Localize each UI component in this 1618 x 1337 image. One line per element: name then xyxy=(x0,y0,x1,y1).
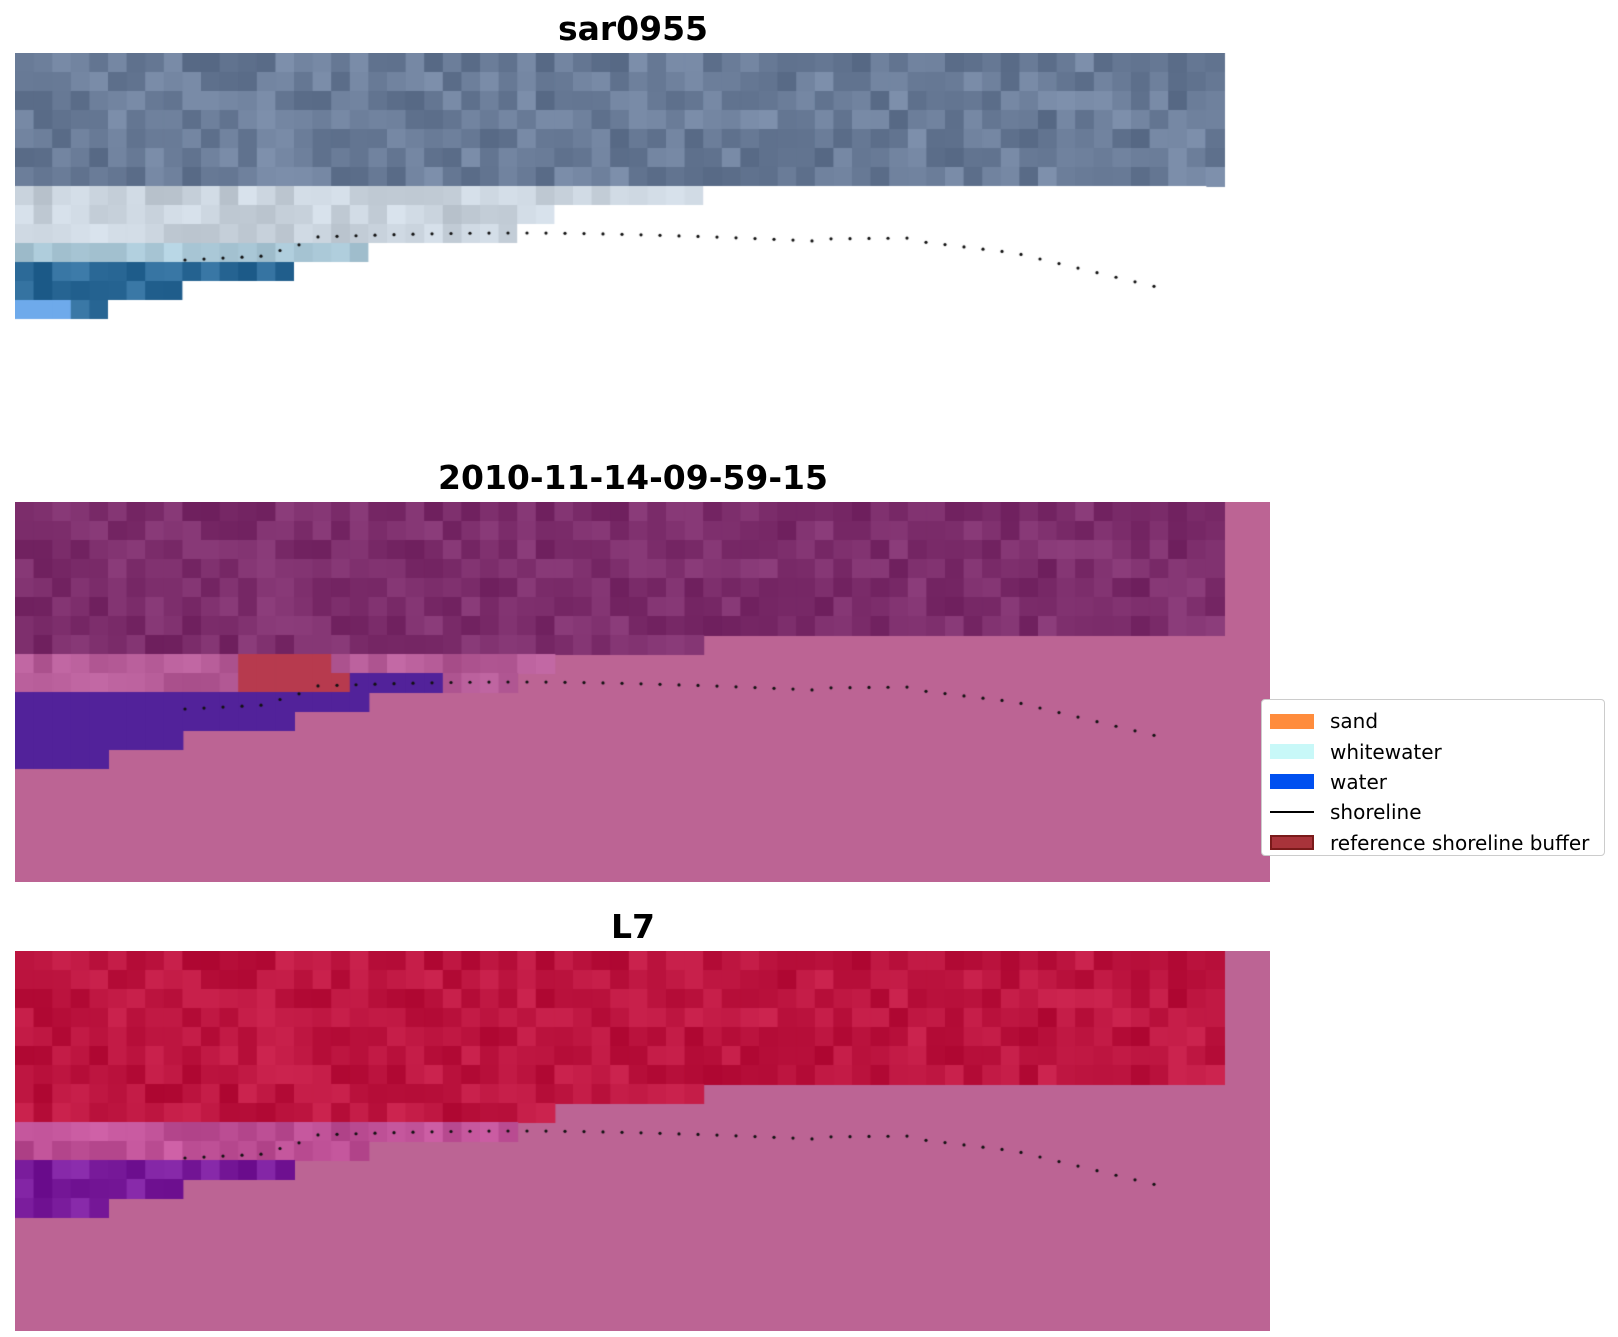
legend-label-shoreline: shoreline xyxy=(1330,800,1422,825)
shoreline-line-swatch xyxy=(1270,811,1314,814)
panel-title-classification: 2010-11-14-09-59-15 xyxy=(438,458,828,497)
water-swatch xyxy=(1270,774,1314,790)
legend-label-water: water xyxy=(1330,769,1387,794)
index-image-panel xyxy=(15,951,1270,1331)
legend: sand whitewater water shoreline referenc… xyxy=(1261,699,1605,856)
legend-item-sand: sand xyxy=(1262,706,1604,736)
whitewater-swatch xyxy=(1270,744,1314,760)
legend-label-sand: sand xyxy=(1330,709,1379,734)
legend-label-reference-buffer: reference shoreline buffer xyxy=(1330,830,1590,855)
reference-buffer-swatch xyxy=(1270,835,1314,851)
panel-title-rgb: sar0955 xyxy=(557,9,709,48)
legend-item-water: water xyxy=(1262,767,1604,797)
legend-label-whitewater: whitewater xyxy=(1330,739,1442,764)
legend-item-shoreline: shoreline xyxy=(1262,797,1604,827)
legend-item-whitewater: whitewater xyxy=(1262,736,1604,766)
classification-image-panel xyxy=(15,502,1270,882)
panel-title-index: L7 xyxy=(611,907,655,946)
rgb-image-panel xyxy=(15,53,1251,415)
sand-swatch xyxy=(1270,713,1314,729)
legend-item-reference-buffer: reference shoreline buffer xyxy=(1262,828,1604,858)
